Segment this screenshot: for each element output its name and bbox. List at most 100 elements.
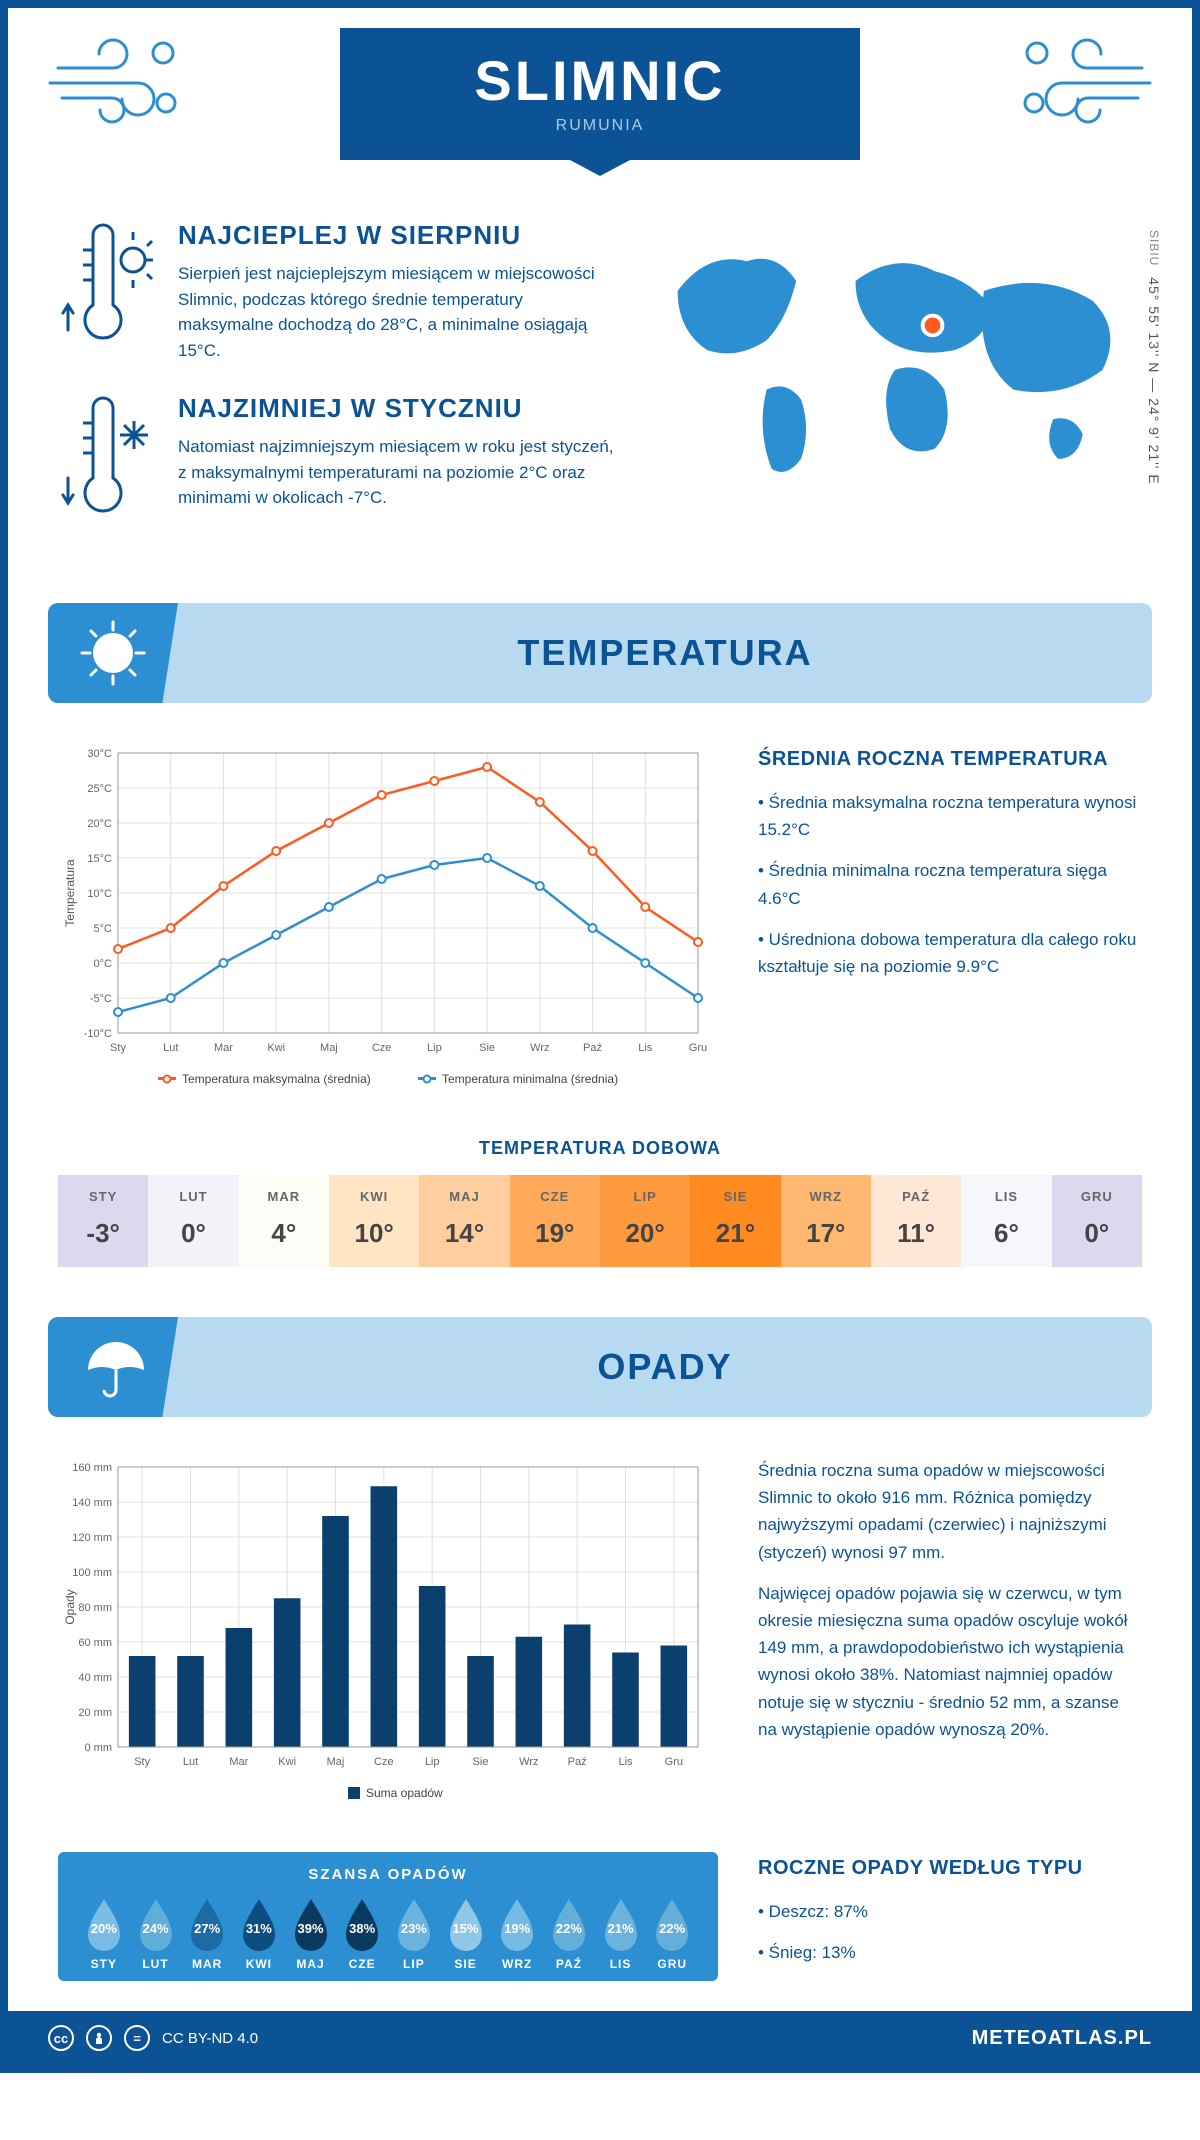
svg-text:Suma opadów: Suma opadów [366,1786,443,1800]
daily-temp-value: 6° [961,1218,1051,1249]
svg-text:5°C: 5°C [94,923,113,935]
svg-text:Wrz: Wrz [530,1042,549,1054]
svg-text:Gru: Gru [665,1756,683,1768]
svg-text:Lis: Lis [618,1756,633,1768]
daily-temp-cell: PAŹ 11° [871,1175,961,1267]
page-subtitle: RUMUNIA [420,117,780,135]
precip-side-text: Średnia roczna suma opadów w miejscowośc… [758,1457,1142,1822]
rain-drop-cell: 24% LUT [130,1895,182,1971]
daily-temp-value: 0° [148,1218,238,1249]
svg-text:Paź: Paź [568,1756,587,1768]
wind-icon-right [1012,28,1152,128]
daily-temp-month: MAJ [419,1189,509,1204]
svg-text:Lis: Lis [638,1042,653,1054]
rain-chance-value: 22% [556,1921,582,1936]
daily-temp-month: LIS [961,1189,1051,1204]
header: SLIMNIC RUMUNIA [8,8,1192,190]
rain-chance-month: WRZ [491,1957,543,1971]
rain-chance-value: 39% [298,1921,324,1936]
footer-brand: METEOATLAS.PL [972,2027,1152,2050]
coordinates: SIBIU 45° 55' 13'' N — 24° 9' 21'' E [1146,230,1162,485]
rain-chance-month: PAŹ [543,1957,595,1971]
sun-icon [78,618,148,688]
rain-chance-value: 20% [91,1921,117,1936]
raindrop-icon: 38% [340,1895,384,1951]
svg-text:Sty: Sty [110,1042,126,1054]
world-map [648,220,1142,500]
rain-chance-value: 23% [401,1921,427,1936]
rain-chance-month: MAJ [285,1957,337,1971]
daily-temp-cell: MAR 4° [239,1175,329,1267]
precip-para-1: Średnia roczna suma opadów w miejscowośc… [758,1457,1142,1566]
daily-temp-month: WRZ [781,1189,871,1204]
rain-chance-box: SZANSA OPADÓW 20% STY 24% LUT 27% MAR 31… [58,1852,718,1981]
svg-text:Gru: Gru [689,1042,707,1054]
intro-left: NAJCIEPLEJ W SIERPNIU Sierpień jest najc… [58,220,618,553]
raindrop-icon: 27% [185,1895,229,1951]
svg-text:-10°C: -10°C [84,1028,112,1040]
svg-text:Kwi: Kwi [267,1042,285,1054]
daily-temp-cell: LIP 20° [600,1175,690,1267]
temp-bullet: • Średnia maksymalna roczna temperatura … [758,789,1142,843]
temperature-line-chart: -10°C-5°C0°C5°C10°C15°C20°C25°C30°CStyLu… [58,743,718,1103]
raindrop-icon: 22% [547,1895,591,1951]
daily-temp-month: SIE [690,1189,780,1204]
precip-type-box: ROCZNE OPADY WEDŁUG TYPU • Deszcz: 87% •… [758,1852,1142,1981]
warmest-heading: NAJCIEPLEJ W SIERPNIU [178,220,618,251]
svg-text:10°C: 10°C [87,888,112,900]
daily-temp-value: 0° [1052,1218,1142,1249]
warmest-text: Sierpień jest najcieplejszym miesiącem w… [178,261,618,363]
svg-text:Sie: Sie [473,1756,489,1768]
precip-bottom-row: SZANSA OPADÓW 20% STY 24% LUT 27% MAR 31… [8,1852,1192,2011]
footer-license: cc = CC BY-ND 4.0 [48,2025,258,2051]
rain-drop-cell: 39% MAJ [285,1895,337,1971]
svg-text:Lip: Lip [425,1756,440,1768]
coldest-block: NAJZIMNIEJ W STYCZNIU Natomiast najzimni… [58,393,618,523]
rain-chance-value: 27% [194,1921,220,1936]
daily-temp-value: 14° [419,1218,509,1249]
daily-temp-value: 17° [781,1218,871,1249]
rain-drop-cell: 21% LIS [595,1895,647,1971]
svg-text:Mar: Mar [229,1756,248,1768]
daily-temp-value: 4° [239,1218,329,1249]
daily-temp-cell: SIE 21° [690,1175,780,1267]
svg-text:140 mm: 140 mm [72,1497,112,1509]
rain-chance-value: 22% [659,1921,685,1936]
section-title-temperature: TEMPERATURA [178,632,1152,674]
svg-text:-5°C: -5°C [90,993,112,1005]
cc-icon: cc [48,2025,74,2051]
svg-text:Lut: Lut [163,1042,178,1054]
rain-chance-month: LIS [595,1957,647,1971]
coldest-heading: NAJZIMNIEJ W STYCZNIU [178,393,618,424]
license-text: CC BY-ND 4.0 [162,2030,258,2047]
svg-text:60 mm: 60 mm [78,1637,112,1649]
daily-temp-cell: STY -3° [58,1175,148,1267]
daily-temp-value: 10° [329,1218,419,1249]
rain-chance-value: 15% [453,1921,479,1936]
svg-text:30°C: 30°C [87,748,112,760]
raindrop-icon: 15% [444,1895,488,1951]
precip-content: 0 mm20 mm40 mm60 mm80 mm100 mm120 mm140 … [8,1417,1192,1852]
rain-chance-month: KWI [233,1957,285,1971]
svg-text:40 mm: 40 mm [78,1672,112,1684]
precip-chart: 0 mm20 mm40 mm60 mm80 mm100 mm120 mm140 … [58,1457,718,1822]
daily-temp-month: KWI [329,1189,419,1204]
svg-text:Cze: Cze [372,1042,392,1054]
precip-type-snow: • Śnieg: 13% [758,1939,1142,1966]
svg-text:Temperatura: Temperatura [63,859,77,927]
coords-value: 45° 55' 13'' N — 24° 9' 21'' E [1146,277,1162,484]
raindrop-icon: 24% [134,1895,178,1951]
avg-temp-heading: ŚREDNIA ROCZNA TEMPERATURA [758,743,1142,775]
raindrop-icon: 23% [392,1895,436,1951]
rain-chance-month: STY [78,1957,130,1971]
svg-text:0°C: 0°C [94,958,113,970]
daily-temp-month: MAR [239,1189,329,1204]
wind-icon-left [48,28,188,128]
rain-drop-cell: 22% PAŹ [543,1895,595,1971]
temperature-chart: -10°C-5°C0°C5°C10°C15°C20°C25°C30°CStyLu… [58,743,718,1108]
svg-text:25°C: 25°C [87,783,112,795]
intro-section: NAJCIEPLEJ W SIERPNIU Sierpień jest najc… [8,190,1192,593]
temp-bullet: • Średnia minimalna roczna temperatura s… [758,857,1142,911]
svg-text:Lut: Lut [183,1756,198,1768]
rain-drop-cell: 31% KWI [233,1895,285,1971]
